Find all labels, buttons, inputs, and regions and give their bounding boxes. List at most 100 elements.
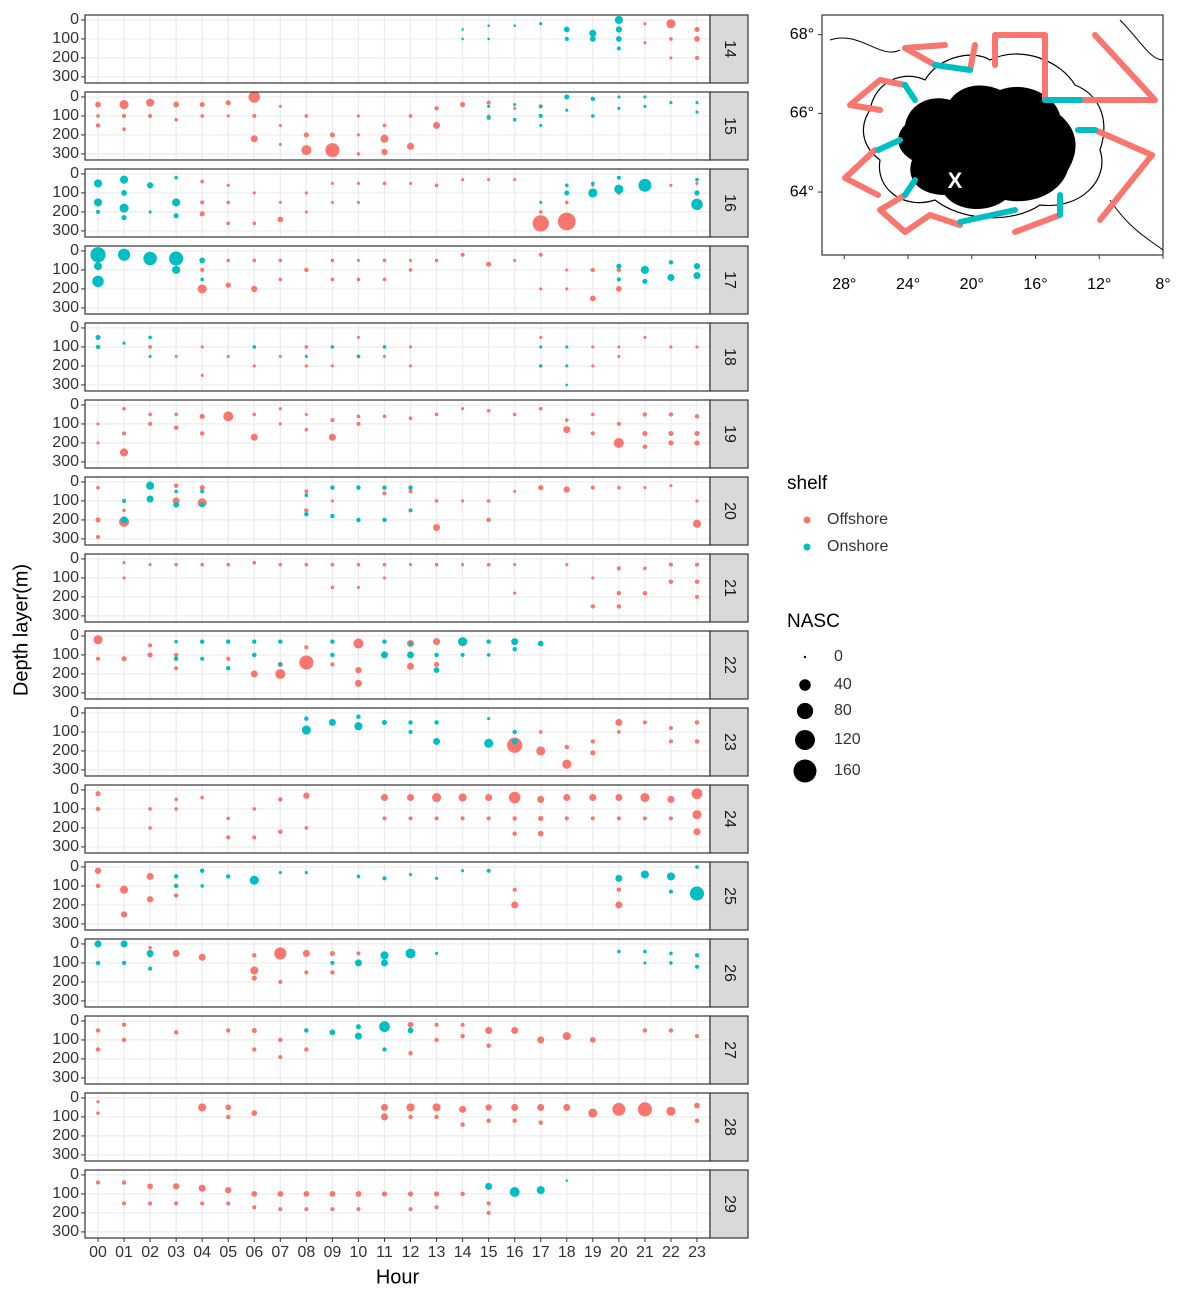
data-point bbox=[408, 345, 413, 349]
data-point bbox=[356, 114, 361, 118]
y-tick-label: 300 bbox=[52, 376, 79, 393]
panel-background bbox=[85, 1016, 710, 1084]
data-point bbox=[642, 444, 648, 449]
data-point bbox=[330, 418, 335, 423]
size-legend-key bbox=[803, 655, 807, 659]
map-x-tick-label: 8° bbox=[1155, 276, 1170, 293]
data-point bbox=[432, 1103, 441, 1112]
data-point bbox=[93, 635, 103, 645]
x-tick-label: 08 bbox=[297, 1244, 315, 1261]
map-contour bbox=[862, 53, 1105, 219]
data-point bbox=[173, 1030, 179, 1035]
x-tick-label: 05 bbox=[219, 1244, 237, 1261]
data-point bbox=[172, 1183, 180, 1190]
data-point bbox=[564, 200, 569, 205]
x-tick-label: 20 bbox=[610, 1244, 628, 1261]
data-point bbox=[252, 835, 257, 840]
data-point bbox=[226, 354, 230, 359]
facet-strip bbox=[709, 322, 749, 392]
data-point bbox=[382, 639, 387, 644]
data-point bbox=[638, 178, 652, 192]
y-tick-label: 300 bbox=[52, 222, 79, 239]
data-point bbox=[538, 406, 543, 411]
data-point bbox=[668, 440, 674, 446]
x-tick-label: 04 bbox=[193, 1244, 211, 1261]
data-point bbox=[252, 412, 257, 417]
data-point bbox=[225, 100, 231, 106]
data-point bbox=[536, 746, 546, 756]
data-point bbox=[200, 656, 205, 661]
data-point bbox=[382, 258, 387, 263]
data-point bbox=[197, 284, 207, 294]
panel-background bbox=[85, 554, 710, 622]
data-point bbox=[174, 807, 178, 811]
map-x-tick-label: 12° bbox=[1087, 276, 1111, 293]
data-point bbox=[590, 181, 595, 186]
data-point bbox=[148, 1201, 153, 1206]
y-tick-label: 300 bbox=[52, 453, 79, 470]
data-point bbox=[200, 345, 204, 349]
data-point bbox=[589, 1037, 596, 1043]
map-transect-onshore bbox=[875, 62, 1098, 225]
data-point bbox=[380, 959, 389, 967]
y-tick-label: 0 bbox=[70, 88, 79, 105]
data-point bbox=[460, 816, 465, 821]
data-point bbox=[95, 101, 101, 108]
data-point bbox=[694, 964, 700, 969]
y-tick-label: 100 bbox=[52, 723, 79, 740]
data-point bbox=[406, 651, 415, 659]
facet-panel: 0 100 200 300 19 bbox=[52, 396, 749, 470]
panel-background bbox=[85, 939, 710, 1007]
y-tick-label: 200 bbox=[52, 434, 79, 451]
data-point bbox=[408, 641, 413, 646]
data-point bbox=[509, 1187, 520, 1198]
data-point bbox=[487, 24, 490, 27]
data-point bbox=[120, 911, 128, 918]
data-point bbox=[119, 203, 129, 213]
data-point bbox=[278, 104, 282, 109]
data-point bbox=[537, 1103, 545, 1111]
data-point bbox=[329, 950, 335, 957]
data-point bbox=[95, 1180, 101, 1185]
data-point bbox=[252, 113, 257, 118]
data-point bbox=[248, 91, 261, 103]
data-point bbox=[642, 1028, 648, 1033]
map bbox=[821, 14, 1164, 256]
data-point bbox=[95, 334, 101, 341]
data-point bbox=[616, 46, 621, 51]
data-point bbox=[615, 901, 623, 909]
data-point bbox=[278, 1054, 283, 1060]
map-y-tick-label: 64° bbox=[790, 183, 814, 200]
data-point bbox=[251, 1027, 257, 1034]
legend-swatch bbox=[803, 543, 811, 551]
data-point bbox=[148, 354, 152, 359]
data-point bbox=[692, 519, 702, 528]
facet-strip bbox=[709, 553, 749, 623]
data-point bbox=[434, 720, 439, 725]
data-point bbox=[615, 36, 622, 42]
data-point bbox=[304, 191, 308, 195]
data-point bbox=[121, 960, 127, 966]
data-point bbox=[199, 431, 205, 436]
data-point bbox=[95, 960, 101, 966]
x-tick-label: 17 bbox=[532, 1244, 550, 1261]
data-point bbox=[252, 191, 256, 195]
data-point bbox=[486, 1210, 491, 1215]
data-point bbox=[122, 498, 127, 503]
data-point bbox=[122, 561, 126, 565]
data-point bbox=[694, 414, 700, 419]
data-point bbox=[643, 335, 647, 340]
panel-background bbox=[85, 1170, 710, 1238]
data-point bbox=[668, 412, 674, 417]
x-tick-label: 23 bbox=[688, 1244, 706, 1261]
data-point bbox=[406, 1103, 415, 1112]
y-tick-label: 200 bbox=[52, 126, 79, 143]
data-point bbox=[379, 1021, 390, 1033]
data-point bbox=[591, 364, 595, 368]
data-point bbox=[278, 639, 283, 644]
y-tick-label: 0 bbox=[70, 165, 79, 182]
data-point bbox=[694, 1034, 700, 1039]
data-point bbox=[538, 210, 543, 214]
data-point bbox=[226, 1114, 231, 1120]
data-point bbox=[694, 26, 700, 33]
